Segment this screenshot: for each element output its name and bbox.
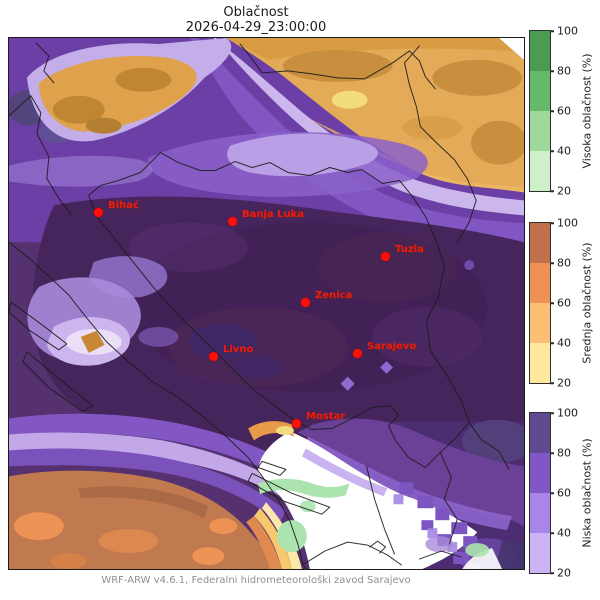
figure-title: Oblačnost 2026-04-29_23:00:00 (0, 5, 512, 35)
island-4 (257, 460, 287, 476)
coastline-montenegro (303, 541, 402, 566)
colorbar-layer: 100 80 60 40 20 Visoka oblačnost (%) 100 80 60 40… (529, 0, 599, 600)
colorbar-tick-mark (550, 492, 554, 494)
colorbar-tick-label: 20 (557, 184, 571, 198)
colorbar-tick-mark (550, 150, 554, 152)
colorbar-visoka-bar (529, 30, 551, 192)
border-serbia (403, 45, 477, 243)
region-high-cloud-green (258, 478, 490, 558)
colorbar-tick-label: 100 (557, 216, 578, 230)
colorbar-segment (530, 303, 550, 343)
colorbar-tick-label: 100 (557, 406, 578, 420)
colorbar-segment (530, 413, 550, 453)
region-west-coast-lavender (27, 256, 179, 366)
colorbar-tick-mark (550, 342, 554, 344)
colorbar-visoka: 100 80 60 40 20 Visoka oblačnost (%) (529, 26, 599, 197)
map-corner-cutoff (499, 38, 524, 60)
region-clear-sky-white (246, 421, 503, 569)
colorbar-segment (530, 31, 550, 71)
colorbar-tick-label: 80 (557, 64, 571, 78)
colorbar-segment (530, 71, 550, 111)
coastline-southeast (418, 550, 462, 560)
border-northwest (9, 95, 72, 215)
colorbar-segment (530, 493, 550, 533)
region-north-lavender-bands (9, 132, 428, 197)
colorbar-tick-label: 20 (557, 566, 571, 580)
colorbar-tick-label: 100 (557, 24, 578, 38)
colorbar-tick-mark (550, 70, 554, 72)
colorbar-srednja: 100 80 60 40 20 Srednja oblačnost (%) (529, 218, 599, 389)
colorbar-tick-mark (550, 382, 554, 384)
colorbar-axis-label: Visoka oblačnost (%) (580, 53, 594, 169)
region-center-dark-low-cloud (32, 196, 524, 452)
border-montenegro-albania (439, 451, 458, 545)
title-line-1: Oblačnost (223, 5, 289, 20)
country-borders (9, 42, 510, 569)
colorbar-tick-label: 20 (557, 376, 571, 390)
border-northwest-2 (35, 42, 55, 84)
region-top-left-medium-cloud (9, 38, 232, 143)
colorbar-tick-label: 60 (557, 486, 571, 500)
colorbar-tick-mark (550, 302, 554, 304)
colorbar-segment (530, 223, 550, 263)
colorbar-tick-mark (550, 452, 554, 454)
island-1 (9, 301, 68, 351)
region-bottom-left-medium-cloud (9, 470, 278, 569)
colorbar-segment (530, 263, 550, 303)
colorbar-niska-bar (529, 412, 551, 574)
region-diagonal-lavender-fringe (190, 38, 524, 250)
coastline-main (9, 241, 307, 569)
colorbar-axis-label: Srednja oblačnost (%) (580, 242, 594, 364)
colorbar-tick-mark (550, 262, 554, 264)
colorbar-tick-label: 80 (557, 256, 571, 270)
colorbar-tick-label: 40 (557, 144, 571, 158)
border-south-white-zone (366, 465, 396, 555)
colorbar-tick-mark (550, 572, 554, 574)
colorbar-tick-mark (550, 412, 554, 414)
colorbar-tick-label: 60 (557, 104, 571, 118)
title-line-2: 2026-04-29_23:00:00 (185, 20, 327, 35)
colorbar-niska: 100 80 60 40 20 Niska oblačnost (%) (529, 408, 599, 579)
island-3 (247, 472, 331, 515)
colorbar-tick-mark (550, 110, 554, 112)
region-south-transition-bands (9, 413, 524, 531)
border-bosnia (88, 152, 470, 468)
figure-caption: WRF-ARW v4.6.1, Federalni hidrometeorolo… (101, 575, 411, 586)
region-top-right-medium-cloud (226, 38, 524, 193)
border-montenegro-serbia (468, 422, 510, 470)
map-area (8, 37, 525, 570)
colorbar-tick-label: 40 (557, 526, 571, 540)
colorbar-tick-mark (550, 30, 554, 32)
colorbar-tick-label: 60 (557, 296, 571, 310)
colorbar-segment (530, 151, 550, 191)
colorbar-segment (530, 533, 550, 573)
border-north (239, 43, 436, 90)
colorbar-tick-label: 40 (557, 336, 571, 350)
colorbar-tick-mark (550, 532, 554, 534)
colorbar-segment (530, 111, 550, 151)
colorbar-tick-mark (550, 222, 554, 224)
colorbar-axis-label: Niska oblačnost (%) (580, 438, 594, 548)
boka-bay (369, 540, 387, 554)
colorbar-segment (530, 453, 550, 493)
colorbar-segment (530, 343, 550, 383)
colorbar-tick-label: 80 (557, 446, 571, 460)
colorbar-srednja-bar (529, 222, 551, 384)
cloud-cover-map (9, 38, 524, 569)
island-2 (22, 351, 94, 413)
colorbar-tick-mark (550, 190, 554, 192)
